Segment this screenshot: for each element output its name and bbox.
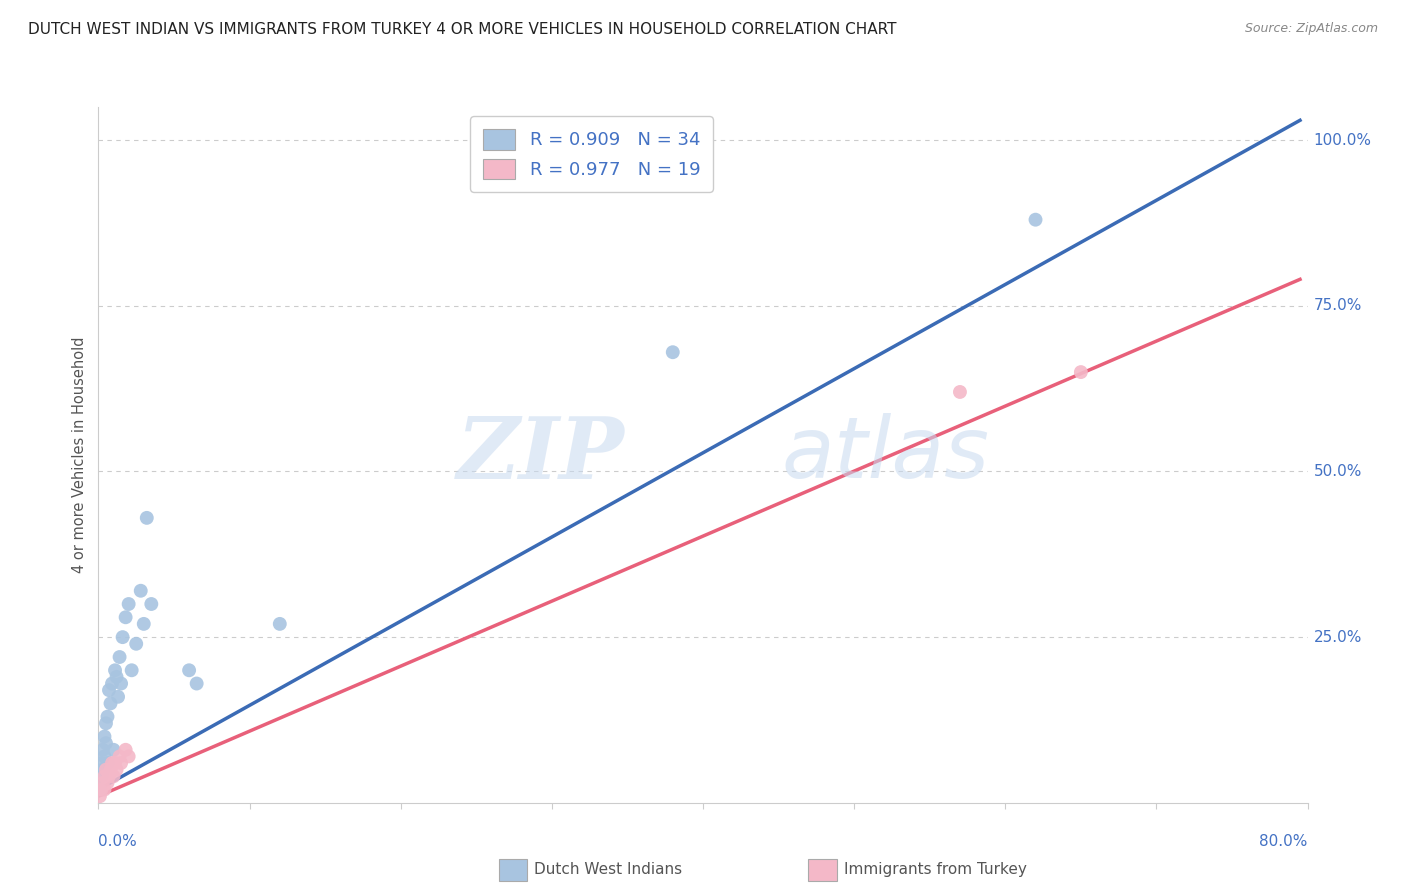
Point: [93, 730, 115, 744]
Text: 50.0%: 50.0%: [1313, 464, 1362, 479]
Point: [93, 782, 115, 797]
Point: [96, 756, 118, 770]
Text: ZIP: ZIP: [457, 413, 624, 497]
Point: [186, 676, 208, 690]
Point: [111, 630, 134, 644]
Point: [661, 345, 683, 359]
Point: [110, 756, 132, 770]
Point: [177, 663, 201, 677]
Text: DUTCH WEST INDIAN VS IMMIGRANTS FROM TURKEY 4 OR MORE VEHICLES IN HOUSEHOLD CORR: DUTCH WEST INDIAN VS IMMIGRANTS FROM TUR…: [28, 22, 897, 37]
Point: [129, 583, 152, 598]
Point: [94, 716, 117, 731]
Point: [101, 676, 124, 690]
Point: [98, 769, 121, 783]
Point: [89, 789, 111, 804]
Point: [94, 736, 117, 750]
Point: [1070, 365, 1092, 379]
Point: [118, 749, 141, 764]
Point: [108, 650, 131, 665]
Point: [114, 743, 136, 757]
Point: [135, 511, 157, 525]
Point: [110, 676, 132, 690]
Point: [89, 782, 111, 797]
Point: [114, 610, 136, 624]
Point: [125, 637, 148, 651]
Point: [104, 756, 127, 770]
Point: [103, 743, 125, 757]
Text: 0.0%: 0.0%: [98, 834, 138, 849]
Text: 25.0%: 25.0%: [1313, 630, 1362, 645]
Point: [93, 749, 115, 764]
Point: [91, 763, 114, 777]
Point: [107, 690, 129, 704]
Legend: R = 0.909   N = 34, R = 0.977   N = 19: R = 0.909 N = 34, R = 0.977 N = 19: [470, 116, 713, 192]
Y-axis label: 4 or more Vehicles in Household: 4 or more Vehicles in Household: [72, 336, 87, 574]
Point: [96, 776, 118, 790]
Point: [1024, 212, 1046, 227]
Point: [141, 597, 163, 611]
Text: 100.0%: 100.0%: [1313, 133, 1372, 148]
Point: [90, 782, 112, 797]
Point: [91, 743, 114, 757]
Point: [105, 670, 128, 684]
Point: [94, 763, 117, 777]
Point: [96, 709, 118, 723]
Text: Source: ZipAtlas.com: Source: ZipAtlas.com: [1244, 22, 1378, 36]
Point: [100, 763, 122, 777]
Point: [118, 597, 141, 611]
Point: [132, 616, 155, 631]
Point: [949, 384, 972, 399]
Point: [121, 663, 143, 677]
Text: Immigrants from Turkey: Immigrants from Turkey: [844, 863, 1026, 877]
Point: [105, 763, 128, 777]
Text: 80.0%: 80.0%: [1260, 834, 1308, 849]
Point: [91, 776, 114, 790]
Point: [90, 769, 112, 783]
Point: [100, 697, 122, 711]
Point: [93, 769, 115, 783]
Point: [103, 769, 125, 783]
Text: 75.0%: 75.0%: [1313, 298, 1362, 313]
Point: [108, 749, 131, 764]
Text: atlas: atlas: [782, 413, 990, 497]
Point: [104, 663, 127, 677]
Point: [98, 683, 121, 698]
Point: [90, 756, 112, 770]
Point: [269, 616, 291, 631]
Text: Dutch West Indians: Dutch West Indians: [534, 863, 682, 877]
Point: [101, 756, 124, 770]
